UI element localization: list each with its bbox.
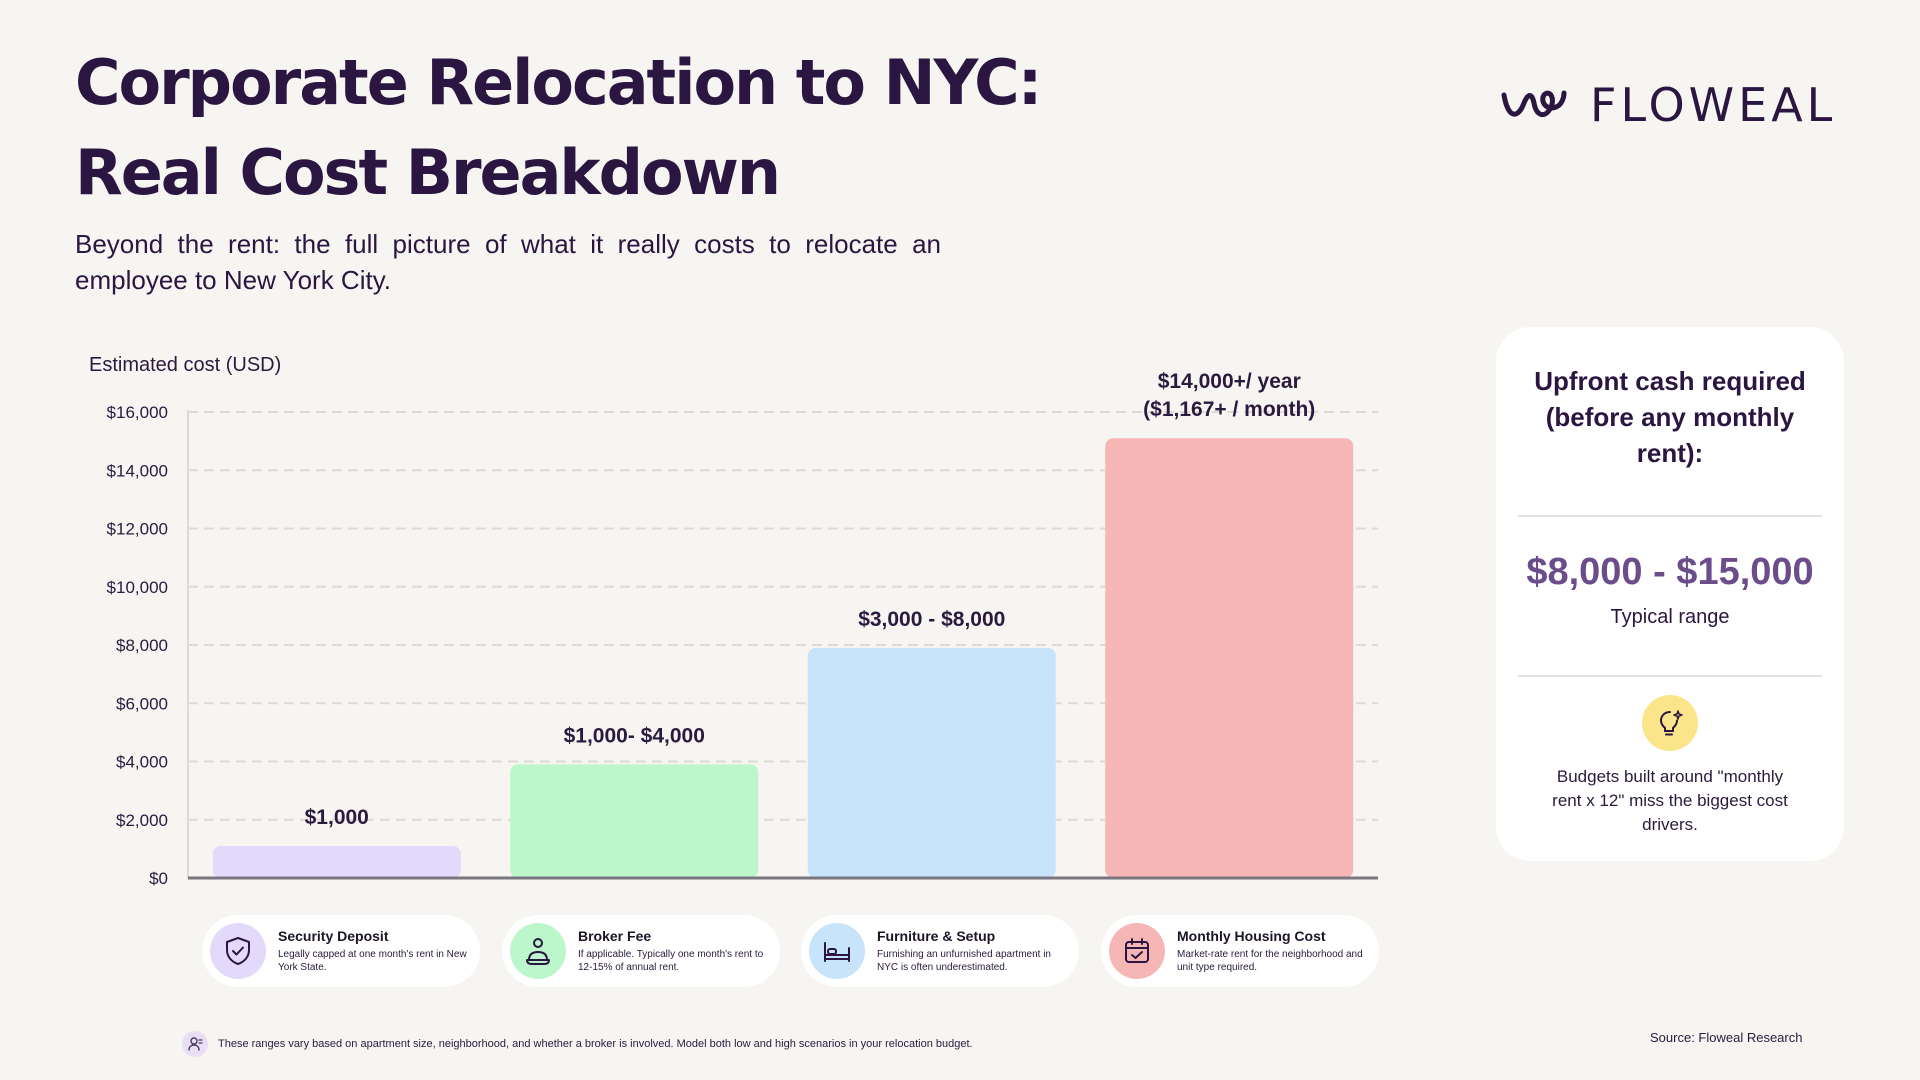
footnote-text: These ranges vary based on apartment siz… — [218, 1038, 973, 1050]
legend-description: Legally capped at one month's rent in Ne… — [278, 949, 467, 973]
y-axis-label: Estimated cost (USD) — [89, 354, 282, 376]
cost-chart: Estimated cost (USD) $0 $2,000 $4,000 $6,00… — [89, 354, 1378, 888]
legend-card: Security Deposit Legally capped at one mo… — [202, 915, 480, 987]
bar-chart: $0 $2,000 $4,000 $6,000 $8,000 $10,000 $12,000… — [107, 370, 1378, 888]
legend-text: Furniture & Setup Furnishing an unfurnish… — [877, 928, 1067, 974]
person-icon — [182, 1031, 208, 1057]
legend-title: Security Deposit — [278, 928, 389, 944]
legend-description: If applicable. Typically one month's ren… — [578, 949, 764, 973]
upfront-cash-caption: Typical range — [1610, 606, 1730, 628]
upfront-cash-note: Budgets built around "monthly rent x 12"… — [1552, 767, 1788, 834]
footnote: These ranges vary based on apartment siz… — [182, 1031, 973, 1057]
upfront-cash-heading: Upfront cash required (before any monthl… — [1534, 366, 1806, 468]
legend-title: Broker Fee — [578, 928, 652, 944]
shield-check-icon — [210, 923, 266, 979]
bed-icon — [809, 923, 865, 979]
upfront-cash-range: $8,000 - $15,000 — [1526, 551, 1814, 593]
page-title: Corporate Relocation to NYC: Real Cost B… — [75, 38, 1075, 218]
bar-broker-fee — [510, 764, 759, 878]
data-label: $14,000+/ year — [1158, 370, 1301, 393]
bar-security-deposit — [212, 845, 461, 878]
data-label: $3,000 - $8,000 — [858, 608, 1005, 631]
y-tick-label: $2,000 — [116, 811, 168, 830]
y-tick-label: $12,000 — [107, 520, 168, 539]
y-tick-label: $16,000 — [107, 403, 168, 422]
data-label: ($1,167+ / month) — [1143, 398, 1315, 421]
bar-furniture-setup — [807, 647, 1056, 878]
legend-description: Market-rate rent for the neighborhood an… — [1177, 949, 1363, 973]
calendar-check-icon — [1109, 923, 1165, 979]
hand-coin-icon — [510, 923, 566, 979]
legend-text: Monthly Housing Cost Market-rate rent for… — [1177, 928, 1367, 974]
floweal-logo: FLOWEAL — [1500, 72, 1845, 138]
lightbulb-icon — [1642, 695, 1698, 751]
upfront-cash-card: Upfront cash required (before any monthl… — [1496, 327, 1844, 861]
legend-title: Monthly Housing Cost — [1177, 928, 1326, 944]
y-tick-label: $8,000 — [116, 636, 168, 655]
y-tick-label: $6,000 — [116, 694, 168, 713]
page-subtitle: Beyond the rent: the full picture of wha… — [75, 229, 941, 295]
y-tick-label: $4,000 — [116, 753, 168, 772]
legend-card: Monthly Housing Cost Market-rate rent for… — [1101, 915, 1379, 987]
y-tick-label: $0 — [149, 869, 168, 888]
legend-text: Security Deposit Legally capped at one mo… — [278, 928, 468, 974]
data-label: $1,000- $4,000 — [564, 724, 705, 747]
card-divider — [1518, 675, 1822, 677]
bar-monthly-housing-cost — [1105, 438, 1354, 878]
source-credit: Source: Floweal Research — [1650, 1030, 1803, 1045]
page-title-line-1: Corporate Relocation to NYC: — [75, 46, 1042, 119]
legend-text: Broker Fee If applicable. Typically one m… — [578, 928, 768, 974]
wave-logo-icon — [1501, 90, 1567, 118]
y-tick-label: $10,000 — [107, 578, 168, 597]
page-title-line-2: Real Cost Breakdown — [75, 136, 781, 209]
legend-description: Furnishing an unfurnished apartment in N… — [877, 949, 1051, 973]
legend-title: Furniture & Setup — [877, 928, 996, 944]
legend-card: Furniture & Setup Furnishing an unfurnish… — [801, 915, 1079, 987]
y-tick-label: $14,000 — [107, 461, 168, 480]
data-label: $1,000 — [305, 806, 369, 829]
logo-wordmark: FLOWEAL — [1590, 78, 1837, 132]
card-divider — [1518, 515, 1822, 517]
legend-card: Broker Fee If applicable. Typically one m… — [502, 915, 780, 987]
